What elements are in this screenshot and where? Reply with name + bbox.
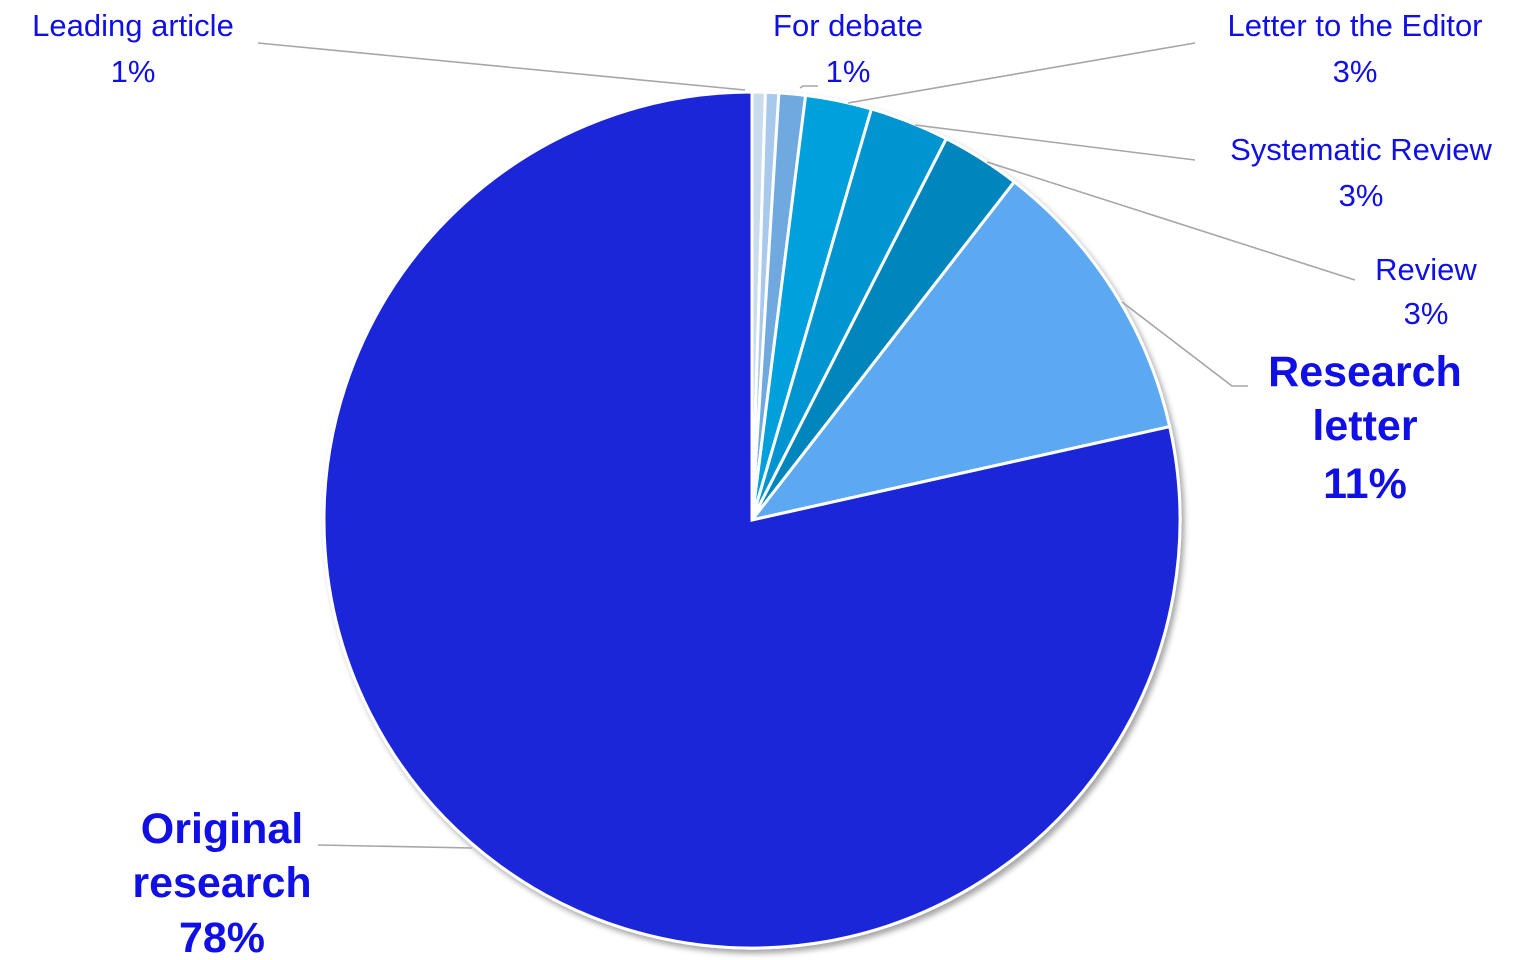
- slice-label-for-debate: For debate: [773, 8, 923, 43]
- slice-pct-original-research: 78%: [179, 914, 265, 960]
- slice-pct-letter-to-editor: 3%: [1333, 54, 1378, 89]
- slice-pct-leading-article: 1%: [111, 54, 156, 89]
- slice-pct-for-debate: 1%: [826, 54, 871, 89]
- leader-line-for-debate: [799, 85, 818, 89]
- slice-label-letter-to-editor: Letter to the Editor: [1227, 8, 1482, 43]
- leader-line-leading-article: [257, 42, 746, 91]
- slice-pct-review: 3%: [1404, 296, 1449, 331]
- slice-label-review: Review: [1375, 252, 1477, 287]
- leader-lines: [257, 42, 1356, 849]
- slice-label-research-letter: Research letter: [1268, 348, 1462, 450]
- slice-label-original-research: Original research: [132, 805, 311, 907]
- leader-line-review: [986, 161, 1356, 281]
- slice-pct-systematic-review: 3%: [1339, 178, 1384, 213]
- pie-slice-research-letter: [748, 179, 1172, 523]
- slice-pct-research-letter: 11%: [1323, 460, 1407, 508]
- leader-line-original-research: [317, 844, 473, 849]
- pie-slices: [322, 90, 1182, 950]
- pie-slice-original-research: [322, 90, 1182, 950]
- leader-line-systematic-review: [914, 124, 1196, 161]
- slice-label-leading-article: Leading article: [32, 8, 234, 43]
- leader-line-research-letter: [1121, 301, 1248, 387]
- leader-line-letter-to-editor: [847, 42, 1196, 104]
- slice-label-systematic-review: Systematic Review: [1230, 132, 1492, 167]
